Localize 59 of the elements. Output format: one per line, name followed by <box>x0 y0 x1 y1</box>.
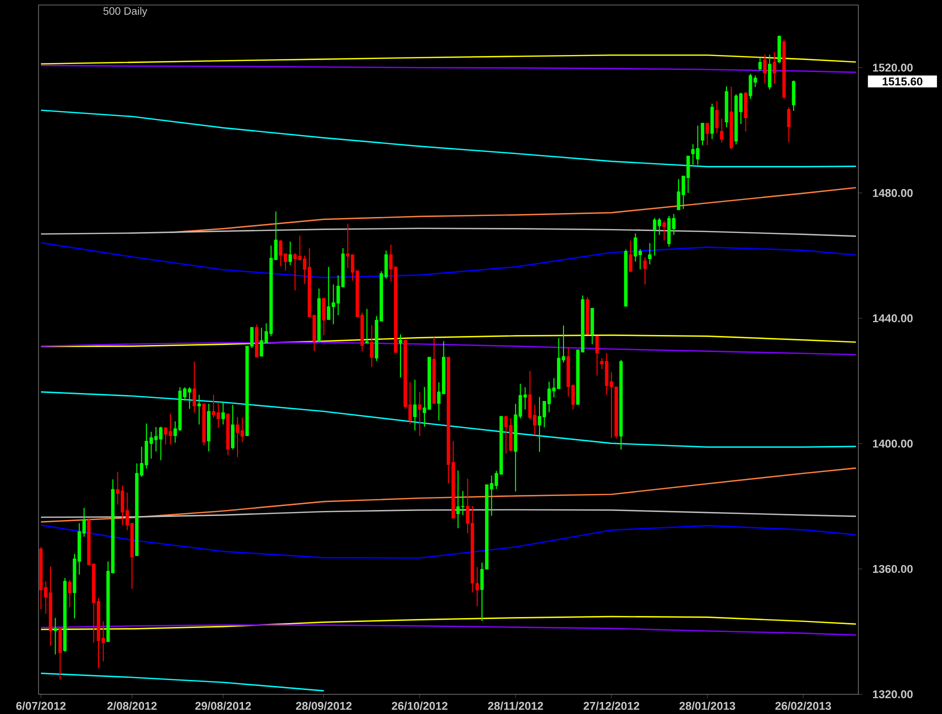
y-tick-label: 1320.00 <box>873 690 913 698</box>
candlestick <box>197 394 201 425</box>
candlestick <box>322 298 326 336</box>
x-tick-label: 27/12/2012 <box>584 701 640 710</box>
x-tick-label: 28/09/2012 <box>296 701 352 710</box>
line-series <box>40 109 857 168</box>
candlestick <box>476 566 479 607</box>
candlestick <box>648 242 652 265</box>
line-series <box>40 342 857 356</box>
candlestick <box>595 335 599 376</box>
candlestick <box>700 122 704 146</box>
line-series <box>40 616 857 630</box>
line-series <box>40 467 857 522</box>
candlestick <box>628 240 632 273</box>
x-tick-label: 28/11/2012 <box>488 701 544 710</box>
candlestick <box>763 54 767 84</box>
candlestick <box>758 56 762 72</box>
candlestick <box>720 118 724 143</box>
line-series <box>40 524 857 558</box>
line-series <box>40 508 857 518</box>
candlestick <box>662 220 666 241</box>
x-tick-label: 29/08/2012 <box>195 701 251 710</box>
candlestick <box>398 334 402 378</box>
line-series <box>40 391 857 448</box>
y-tick-label: 1440.00 <box>873 314 913 322</box>
x-tick-label: 26/02/2013 <box>775 701 832 710</box>
y-tick-label: 1480.00 <box>873 188 913 197</box>
x-tick-label: 26/10/2012 <box>392 701 448 710</box>
y-tick-label: 1520.00 <box>873 63 913 72</box>
candlestick <box>231 404 234 450</box>
line-series <box>40 242 857 278</box>
candlestick <box>768 54 772 90</box>
candlestick <box>413 378 417 431</box>
candlestick <box>54 617 58 655</box>
line-series <box>40 624 857 636</box>
candlestick <box>58 626 62 680</box>
candlestick <box>643 256 647 285</box>
candlestick <box>68 579 72 608</box>
line-series <box>40 672 324 692</box>
candlestick <box>787 106 791 142</box>
candlestick <box>221 402 225 425</box>
candlestick <box>706 122 710 146</box>
candlestick <box>192 360 196 413</box>
candlestick <box>370 324 374 368</box>
line-series <box>40 227 857 237</box>
text: 1515.60 <box>882 77 922 86</box>
x-tick-label: 2/08/2012 <box>107 701 157 710</box>
chart-subtitle: 500 Daily <box>103 6 148 17</box>
y-tick-label: 1400.00 <box>873 439 913 448</box>
candlestick <box>772 51 776 84</box>
candlestick <box>418 391 422 436</box>
x-tick-label: 28/01/2013 <box>679 701 736 710</box>
candlestick <box>288 240 292 266</box>
line-series <box>40 64 857 73</box>
candlestick <box>792 80 796 112</box>
candlestick <box>365 308 369 344</box>
x-tick-label: 6/07/2012 <box>16 701 66 710</box>
y-tick-label: 1360.00 <box>873 564 913 573</box>
candlestick <box>715 100 719 134</box>
